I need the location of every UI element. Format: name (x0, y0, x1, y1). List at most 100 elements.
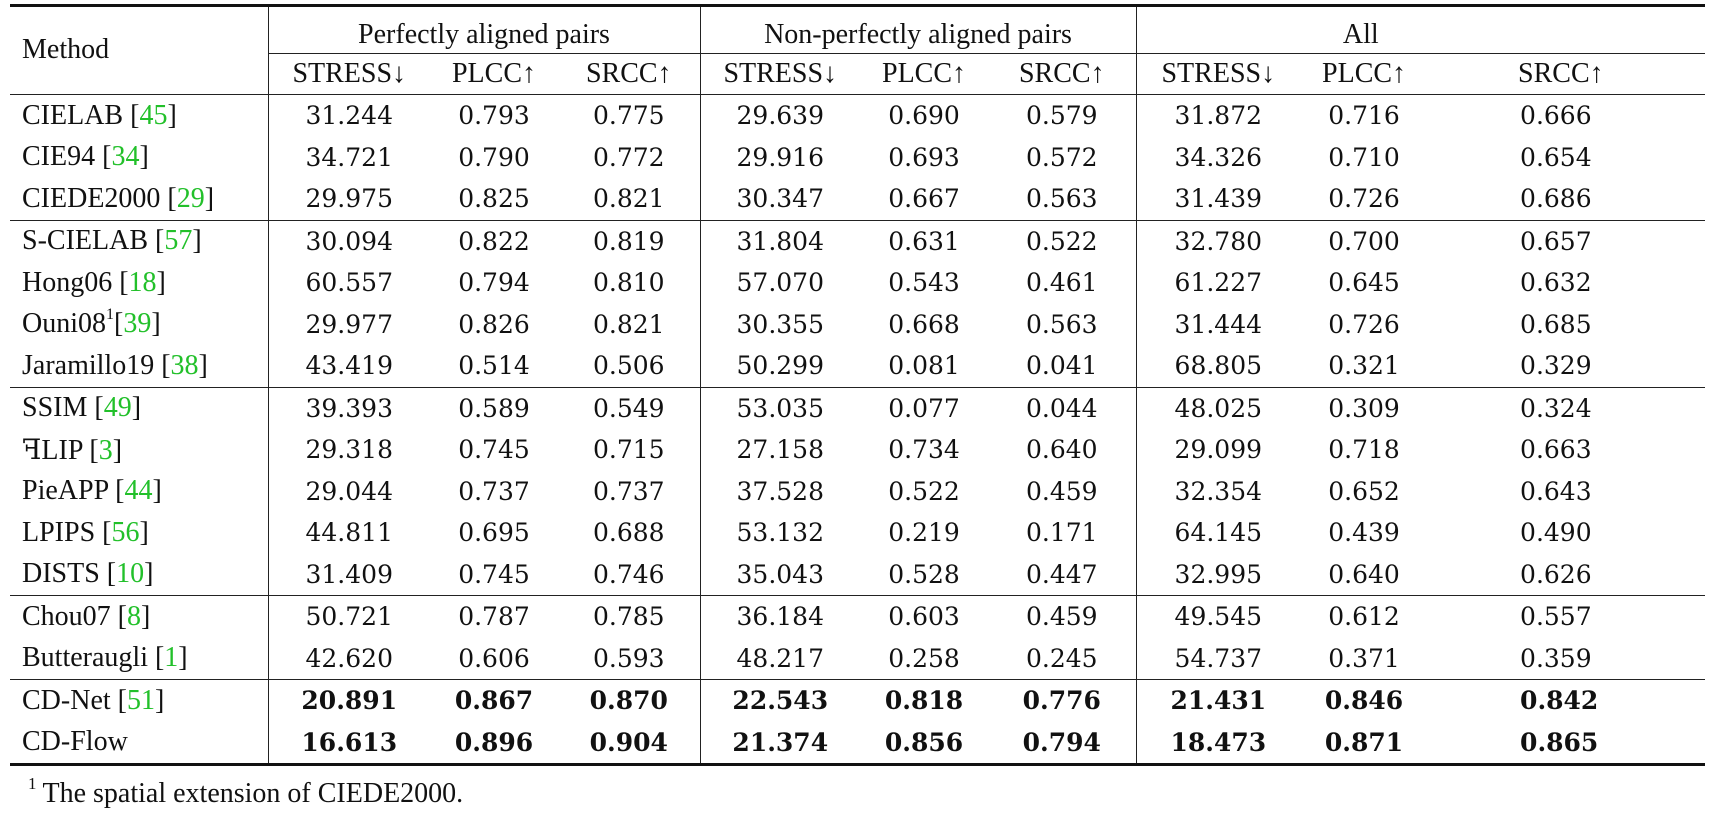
metric-value: 0.459 (1025, 476, 1098, 506)
metric-value: 0.643 (1520, 476, 1592, 506)
metric-value: 0.506 (592, 351, 665, 381)
metric-value: 22.543 (699, 679, 861, 722)
metric-value: 64.145 (1135, 512, 1301, 554)
metric-value: 30.355 (699, 303, 861, 345)
method-label: PieAPP [ (22, 475, 125, 507)
citation-link[interactable]: 8 (127, 600, 141, 632)
metric-value: 37.528 (699, 470, 861, 512)
metric-value: 54.737 (1135, 637, 1301, 680)
citation-close: ] (139, 516, 149, 548)
metric-value: 0.693 (888, 142, 960, 172)
metric-value: 29.044 (267, 470, 430, 512)
citation-link[interactable]: 39 (123, 308, 152, 340)
metric-value: 31.409 (267, 553, 430, 596)
metric-value: 0.258 (888, 643, 960, 673)
metric-value: 0.793 (458, 101, 530, 131)
citation-link[interactable]: 1 (164, 642, 179, 674)
citation-link[interactable]: 18 (128, 266, 157, 298)
metric-header-stress: STRESS↓ (267, 53, 430, 95)
citation-close: ] (139, 141, 149, 173)
metric-value: 0.826 (458, 309, 530, 339)
metric-value: 0.645 (1328, 268, 1400, 298)
method-label: CIELAB [ (22, 99, 140, 131)
metric-value: 0.626 (1520, 559, 1592, 589)
metric-value: 0.871 (1324, 727, 1404, 757)
metric-header-srcc: SRCC↑ (1018, 58, 1105, 89)
metric-value: 0.652 (1328, 476, 1400, 506)
metric-value: 0.612 (1328, 602, 1400, 632)
metric-value: 0.668 (888, 309, 960, 339)
method-label: Chou07 [ (22, 600, 127, 632)
metric-value: 0.041 (1025, 351, 1098, 381)
metric-value: 0.593 (592, 643, 665, 673)
metric-value: 0.514 (458, 351, 530, 381)
footnote-mark: 1 (28, 774, 37, 793)
citation-close: ] (112, 434, 123, 466)
method-label: LPIPS [ (22, 516, 112, 548)
method-label: SSIM [ (22, 392, 104, 424)
metric-value: 32.995 (1135, 553, 1301, 596)
metric-value: 0.695 (458, 518, 530, 548)
method-label: Jaramillo19 [ (22, 349, 171, 381)
table-row: Chou07 [8] 50.721 0.787 0.785 36.184 0.603 0.4… (10, 595, 1706, 638)
citation-close: ] (204, 182, 215, 214)
citation-link[interactable]: 45 (139, 99, 168, 131)
metric-value: 0.688 (592, 518, 665, 548)
metric-value: 27.158 (699, 429, 861, 471)
metric-value: 0.825 (458, 184, 530, 214)
results-table-body: CIELAB [45] 31.244 0.793 0.775 29.639 0.690 0.… (10, 94, 1706, 765)
metric-value: 0.710 (1328, 142, 1400, 172)
citation-link[interactable]: 44 (124, 475, 153, 507)
citation-link[interactable]: 3 (98, 434, 113, 466)
citation-link[interactable]: 38 (170, 349, 199, 381)
metric-value: 0.846 (1324, 686, 1404, 716)
metric-value: 16.613 (267, 721, 430, 765)
citation-link[interactable]: 56 (111, 516, 140, 548)
metric-value: 0.775 (592, 101, 665, 131)
citation-close: ] (192, 225, 202, 257)
metric-value: 0.737 (592, 476, 665, 506)
method-label: ꟻLIP [ (22, 434, 99, 466)
table-row: DISTS [10] 31.409 0.745 0.746 35.043 0.528 0.4… (10, 553, 1705, 596)
metric-value: 0.077 (888, 393, 960, 423)
method-name: SSIM [49] (10, 387, 268, 429)
metric-value: 0.589 (458, 393, 530, 423)
metric-value: 0.776 (1022, 686, 1101, 716)
citation-link[interactable]: 34 (111, 141, 140, 173)
metric-value: 31.244 (267, 94, 430, 137)
metric-value: 0.810 (592, 268, 665, 298)
metric-value: 20.891 (267, 679, 430, 722)
method-label: Ouni08 (22, 308, 106, 340)
metric-value: 0.606 (458, 643, 530, 673)
metric-value: 0.490 (1520, 518, 1592, 548)
table-row: Butteraugli [1] 42.620 0.606 0.593 48.217 0.2… (10, 637, 1705, 680)
citation-link[interactable]: 10 (116, 558, 145, 590)
metric-value: 48.025 (1135, 387, 1301, 429)
table-row: Hong06 [18] 60.557 0.794 0.810 57.070 0.543 0.… (10, 262, 1705, 304)
method-name: CD-Flow (10, 722, 268, 765)
metric-value: 31.872 (1135, 94, 1301, 137)
method-name: Jaramillo19 [38] (10, 345, 268, 387)
metric-value: 0.685 (1520, 309, 1592, 339)
table-row: SSIM [49] 39.393 0.589 0.549 53.035 0.077 0.04… (10, 387, 1706, 429)
metric-value: 0.640 (1328, 559, 1400, 589)
metric-value: 0.666 (1520, 101, 1592, 131)
citation-link[interactable]: 51 (126, 684, 155, 716)
metric-value: 57.070 (699, 262, 861, 304)
citation-link[interactable]: 29 (176, 182, 205, 214)
metric-value: 29.975 (267, 178, 430, 220)
metric-value: 0.667 (888, 184, 960, 214)
metric-value: 49.545 (1135, 595, 1301, 638)
metric-value: 50.721 (267, 595, 430, 638)
results-table: Method Perfectly aligned pairs Non-perfe… (10, 4, 1706, 766)
citation-link[interactable]: 49 (103, 392, 132, 424)
citation-close: ] (151, 308, 161, 340)
metric-value: 0.734 (888, 435, 960, 465)
metric-value: 0.329 (1520, 351, 1592, 381)
metric-value: 0.447 (1025, 559, 1098, 589)
metric-value: 29.916 (699, 136, 861, 178)
metric-value: 0.785 (592, 602, 665, 632)
method-label: CIEDE2000 [ (22, 182, 177, 214)
citation-link[interactable]: 57 (164, 225, 193, 257)
metric-value: 0.772 (592, 142, 665, 172)
